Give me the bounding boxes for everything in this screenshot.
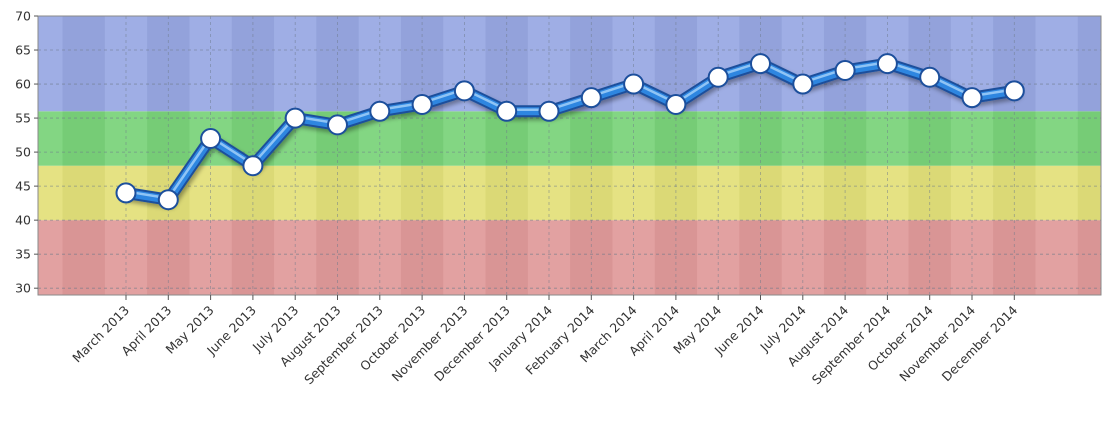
data-point xyxy=(834,59,856,81)
band-3 xyxy=(38,16,1101,112)
data-point xyxy=(538,100,560,122)
y-tick-label: 50 xyxy=(15,145,31,160)
column-stripe xyxy=(38,16,63,295)
column-stripe xyxy=(1035,16,1078,295)
data-point xyxy=(792,73,814,95)
y-tick-label: 40 xyxy=(15,213,31,228)
data-point xyxy=(242,155,264,177)
x-tick-label: December 2013 xyxy=(431,303,513,385)
y-tick-label: 60 xyxy=(15,77,31,92)
data-point xyxy=(580,87,602,109)
data-point xyxy=(284,107,306,129)
column-stripe xyxy=(1078,16,1101,295)
x-tick-label: March 2013 xyxy=(69,303,132,366)
data-point xyxy=(200,127,222,149)
data-point xyxy=(1003,80,1025,102)
plot-border xyxy=(37,15,1102,296)
band-0 xyxy=(38,220,1101,295)
series-line-group xyxy=(120,57,1021,206)
data-point xyxy=(327,114,348,136)
plot-bands xyxy=(38,16,1101,295)
x-tick-label: September 2013 xyxy=(301,303,386,388)
column-stripe xyxy=(63,16,105,295)
data-point xyxy=(623,73,645,95)
x-tick-label: September 2014 xyxy=(809,302,894,387)
data-series xyxy=(120,57,1021,206)
y-tick-label: 35 xyxy=(15,247,31,262)
x-tick-label: December 2014 xyxy=(939,302,1021,384)
band-1 xyxy=(38,165,1101,221)
x-tick-label: November 2013 xyxy=(389,303,471,385)
y-tick-label: 30 xyxy=(15,281,31,296)
y-axis-tick-labels: 30 35 40 45 50 55 60 65 70 xyxy=(15,9,31,296)
data-point xyxy=(496,100,518,122)
data-point xyxy=(115,182,137,204)
data-point xyxy=(665,93,687,115)
data-point xyxy=(919,66,941,88)
data-point xyxy=(961,87,983,109)
x-tick-label: November 2014 xyxy=(896,302,978,384)
data-point xyxy=(411,93,433,115)
data-point xyxy=(453,80,475,102)
axes xyxy=(34,15,1102,300)
data-point xyxy=(707,66,729,88)
data-points xyxy=(115,53,1025,211)
data-point xyxy=(369,100,391,122)
y-tick-label: 65 xyxy=(15,43,31,58)
series-line-highlight xyxy=(124,60,1016,200)
data-point xyxy=(750,53,771,75)
data-point xyxy=(876,53,898,75)
data-point xyxy=(157,189,179,211)
column-stripes xyxy=(38,16,1101,295)
y-tick-label: 45 xyxy=(15,179,31,194)
y-tick-label: 70 xyxy=(15,9,31,24)
y-tick-label: 55 xyxy=(15,111,31,126)
